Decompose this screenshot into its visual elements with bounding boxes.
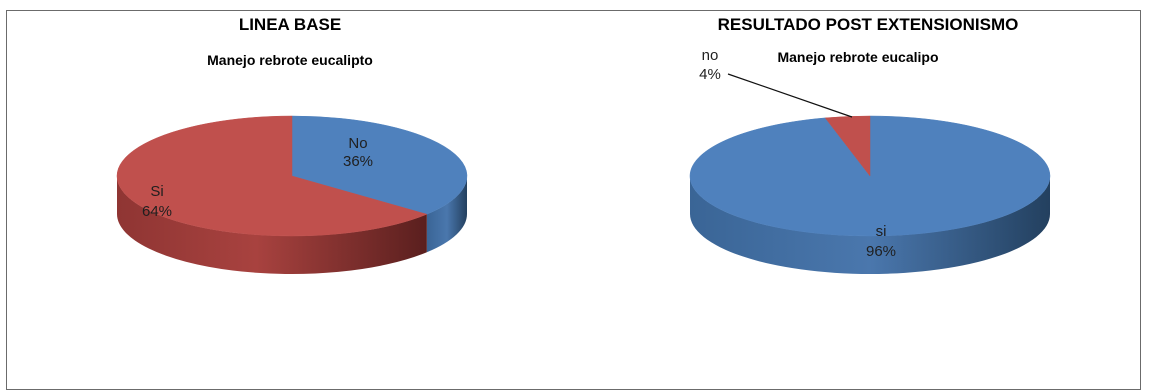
pie-1-slice-label-si: Si <box>150 183 163 200</box>
heading-linea-base: LINEA BASE <box>239 15 341 34</box>
pie-1-slice-label-no: No <box>348 135 367 152</box>
pie-2-side-si-0 <box>690 176 1050 274</box>
pie-1-slice-pct-si: 64% <box>142 203 172 220</box>
pie-1-slice-pct-no: 36% <box>343 153 373 170</box>
pie-2-title: Manejo rebrote eucalipo <box>777 49 938 65</box>
pie-2-slice-label-si: si <box>876 223 887 240</box>
pie-2-slice-no <box>824 115 871 177</box>
pie-1-slice-si <box>116 115 428 237</box>
pie-1-title: Manejo rebrote eucalipto <box>207 52 373 68</box>
heading-resultado-post: RESULTADO POST EXTENSIONISMO <box>718 15 1019 34</box>
pie-2-slice-label-no: no <box>702 47 719 64</box>
pie-chart-linea-base <box>116 115 468 274</box>
pie-1-side-si-0 <box>117 176 427 274</box>
pie-2-slice-pct-no: 4% <box>699 66 721 83</box>
pie-2-slice-pct-si: 96% <box>866 243 896 260</box>
pie-2-leader-line <box>727 73 853 118</box>
pie-1-side-no-0 <box>426 176 467 253</box>
pie-1-slice-no <box>291 115 468 215</box>
pie-chart-post-extensionismo <box>689 115 1051 274</box>
